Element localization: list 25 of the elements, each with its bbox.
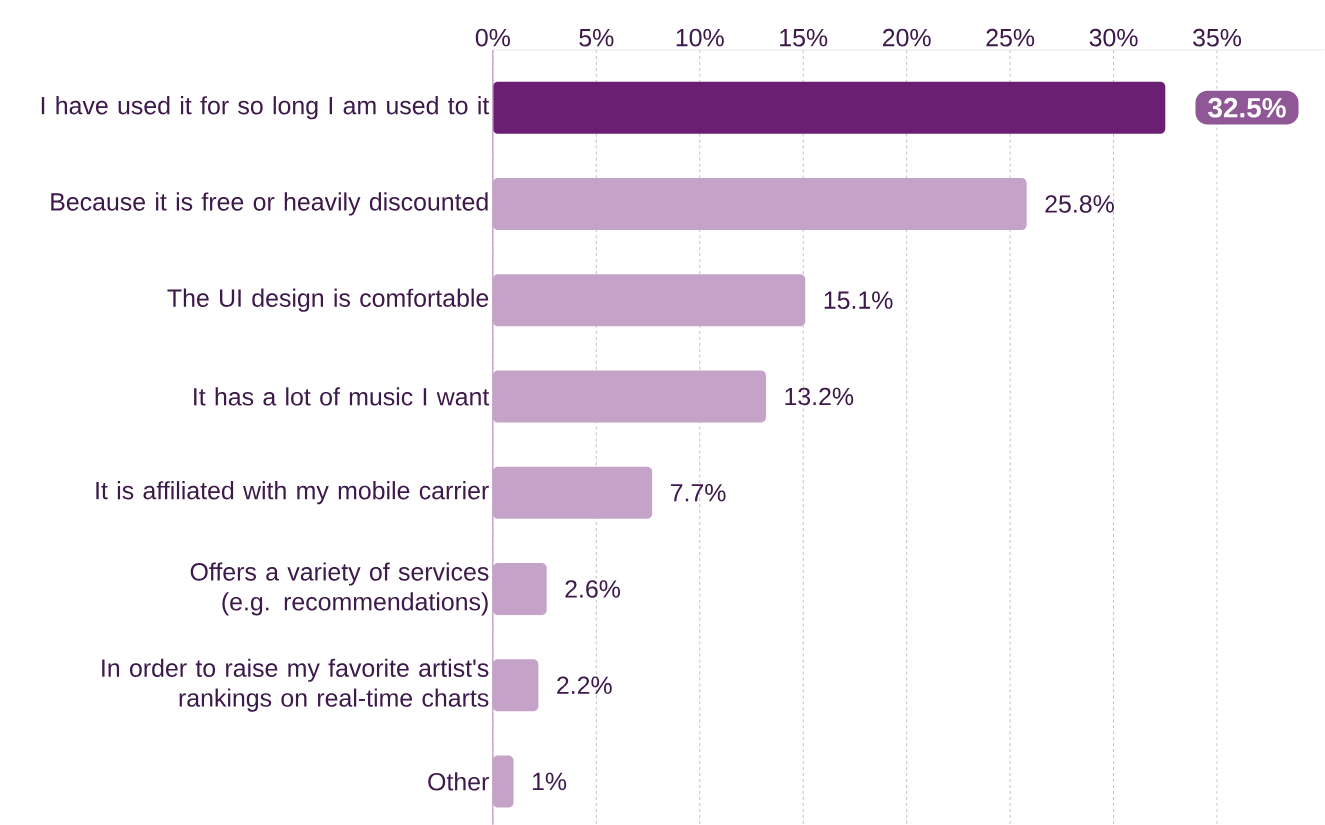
x-tick-label: 0% [475, 28, 510, 47]
y-tick-label: In order to raise my favorite artist's rankings on real-time charts [102, 658, 489, 712]
y-tick-label: It is affiliated with my mobile carrier [96, 480, 489, 505]
x-tick-label: 15% [780, 28, 828, 47]
y-tick-label: Other [428, 772, 489, 791]
y-tick-label: Offers a variety of services (e.g. recommendations) [190, 562, 489, 616]
bar [492, 81, 1166, 134]
data-label: 2.6% [565, 579, 621, 598]
data-label: 32.5% [1208, 97, 1286, 118]
x-tick-label: 20% [882, 28, 931, 47]
data-label: 1% [532, 772, 567, 790]
data-label: 2.2% [557, 676, 612, 694]
data-label: 13.2% [785, 387, 854, 406]
y-tick-label: I have used it for so long I am used to it [41, 95, 490, 120]
data-label: 7.7% [670, 483, 726, 502]
x-tick-label: 25% [986, 28, 1035, 47]
y-tick-label: It has a lot of music I want [194, 387, 490, 406]
x-tick-label: 30% [1089, 28, 1138, 47]
data-label: 15.1% [824, 291, 893, 309]
y-tick-label: Because it is free or heavily discounted [51, 192, 488, 216]
x-tick-label: 5% [579, 28, 614, 47]
x-tick-label: 35% [1193, 28, 1242, 47]
x-tick-label: 10% [676, 28, 724, 47]
y-tick-label: The UI design is comfortable [167, 288, 489, 312]
data-label: 25.8% [1045, 194, 1114, 213]
